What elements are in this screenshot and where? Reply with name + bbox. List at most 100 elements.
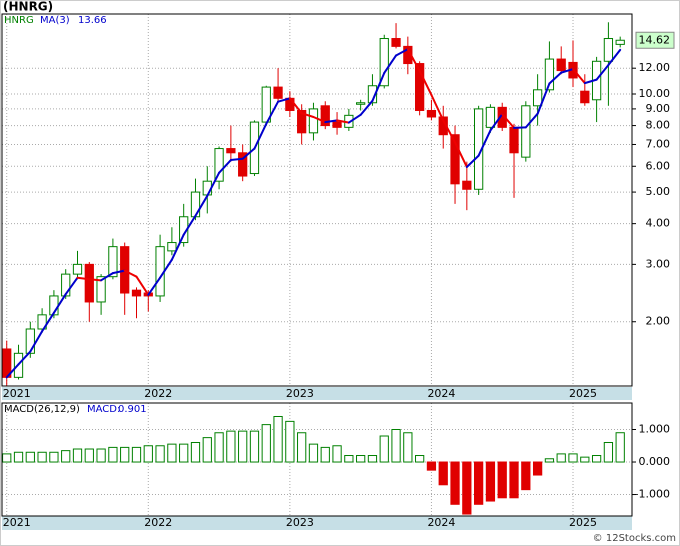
macd-bar xyxy=(273,415,283,463)
macd-bar xyxy=(462,461,472,515)
y-tick-label: -1.000 xyxy=(635,488,670,501)
candle-body xyxy=(273,86,283,99)
y-tick-label: 0.000 xyxy=(639,455,671,468)
ma-line xyxy=(489,113,504,132)
macd-bar xyxy=(332,445,342,463)
legend-ma-value: 13.66 xyxy=(78,15,107,26)
candle-body xyxy=(532,89,543,107)
candle-body xyxy=(25,328,35,354)
macd-bar xyxy=(356,455,366,463)
x-tick-label: 2024 xyxy=(427,516,455,529)
candle-body xyxy=(603,38,614,62)
y-tick-label: 2.00 xyxy=(646,315,671,328)
ma-line xyxy=(595,64,610,81)
ma-line xyxy=(501,113,516,129)
macd-bar xyxy=(544,458,555,463)
last-price-box xyxy=(635,31,675,49)
macd-bar xyxy=(509,461,519,499)
ma-line xyxy=(395,48,409,57)
legend-ma: MA(3) xyxy=(40,15,70,26)
ma-line xyxy=(88,278,103,282)
macd-label: MACD(26,12,9) xyxy=(4,404,80,415)
x-tick-label: 2022 xyxy=(144,387,172,400)
candle-body xyxy=(556,58,566,72)
macd-value-label: MACD: xyxy=(87,404,120,415)
candle-body xyxy=(544,58,555,91)
y-tick-label: 5.00 xyxy=(646,185,671,198)
macd-bar xyxy=(285,420,295,463)
candle-body xyxy=(155,246,165,297)
ma-line xyxy=(218,159,232,174)
plot-border xyxy=(1,13,633,387)
ma-line xyxy=(371,71,386,102)
candle-body xyxy=(580,90,590,104)
ma-line xyxy=(347,113,362,124)
candle-body xyxy=(308,108,319,134)
ma-line xyxy=(442,119,457,144)
macd-bar xyxy=(320,446,330,463)
macd-bar xyxy=(497,461,507,499)
ma-line xyxy=(111,269,126,275)
ma-line xyxy=(583,78,598,85)
ma-line xyxy=(170,233,185,261)
macd-bar xyxy=(143,445,153,463)
macd-bar xyxy=(49,451,59,463)
candle-body xyxy=(108,246,118,278)
candle-body xyxy=(415,63,425,111)
ma-line xyxy=(229,157,244,162)
candle-body xyxy=(615,39,625,45)
candle-body xyxy=(96,276,106,303)
ma-line xyxy=(100,272,114,282)
macd-bar xyxy=(308,443,319,463)
macd-bar xyxy=(25,451,35,463)
ma-line xyxy=(465,154,480,168)
ma-line xyxy=(359,99,374,116)
ma-line xyxy=(159,258,173,279)
ma-line xyxy=(241,147,256,160)
ma-line xyxy=(524,112,539,129)
macd-bar xyxy=(238,430,248,463)
x-axis-strip xyxy=(2,387,632,400)
macd-bar xyxy=(521,461,531,491)
ma-line xyxy=(5,363,20,379)
macd-bar xyxy=(556,453,566,463)
macd-bar xyxy=(167,443,177,463)
macd-value: 0.901 xyxy=(118,404,147,415)
ma-line xyxy=(147,276,162,296)
candle-body xyxy=(521,105,531,158)
macd-bar xyxy=(297,432,307,463)
macd-bar xyxy=(367,455,378,463)
ma-line xyxy=(206,171,221,197)
y-tick-label: 4.00 xyxy=(646,217,671,230)
candle-body xyxy=(391,38,401,47)
ma-line xyxy=(288,97,303,115)
ma-line xyxy=(536,82,551,115)
macd-bar xyxy=(179,443,189,463)
macd-bar xyxy=(415,455,425,463)
macd-bar xyxy=(155,445,165,463)
legend-ticker: HNRG xyxy=(4,15,34,26)
macd-bar xyxy=(450,461,460,505)
macd-bar xyxy=(108,446,118,463)
ma-line xyxy=(194,194,209,217)
y-tick-label: 12.00 xyxy=(639,61,671,74)
macd-border xyxy=(1,402,633,517)
candle-body xyxy=(367,85,378,104)
y-tick-label: 10.00 xyxy=(639,87,671,100)
ma-line xyxy=(265,100,280,125)
footer: © 12Stocks.com xyxy=(593,533,676,544)
ma-line xyxy=(336,119,350,124)
macd-bar xyxy=(474,461,484,505)
ma-line xyxy=(572,68,586,85)
macd-bar xyxy=(96,448,106,463)
ma-line xyxy=(477,129,492,157)
candle-body xyxy=(462,180,472,190)
macd-bar xyxy=(249,430,260,463)
x-tick-label: 2022 xyxy=(144,516,172,529)
ma-line xyxy=(560,68,575,74)
y-tick-label: 3.00 xyxy=(646,257,671,270)
candle-body xyxy=(356,102,366,105)
candle-body xyxy=(214,148,224,182)
